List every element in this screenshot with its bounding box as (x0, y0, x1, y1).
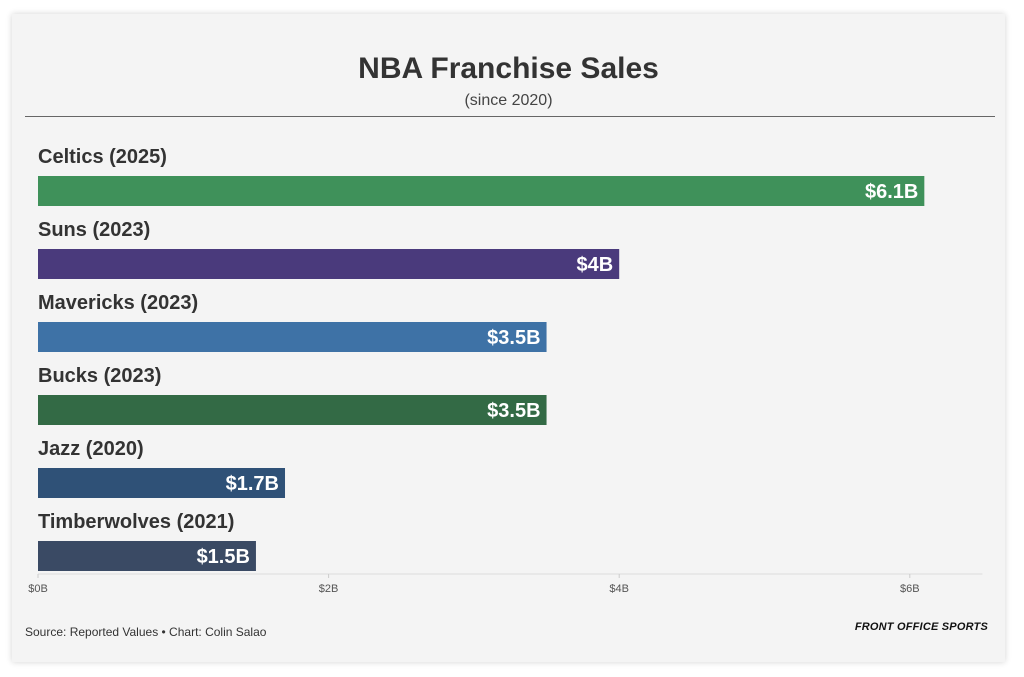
title-divider (25, 116, 995, 117)
bar-value-label: $4B (576, 254, 613, 276)
x-tick-label: $6B (900, 583, 920, 595)
bar (38, 176, 925, 206)
bar (38, 322, 547, 352)
bar (38, 468, 286, 498)
bar-value-label: $1.5B (197, 546, 250, 568)
chart-subtitle: (since 2020) (464, 92, 553, 109)
bar-value-label: $1.7B (226, 473, 279, 495)
x-tick-label: $0B (28, 583, 48, 595)
category-label: Mavericks (2023) (38, 292, 198, 314)
category-label: Suns (2023) (38, 219, 150, 241)
chart-card: NBA Franchise Sales (since 2020) Celtics… (12, 14, 1005, 662)
category-label: Celtics (2025) (38, 146, 167, 168)
category-label: Jazz (2020) (38, 438, 144, 460)
chart-title: NBA Franchise Sales (358, 52, 659, 85)
bar-value-label: $6.1B (865, 181, 918, 203)
x-tick-label: $4B (609, 583, 629, 595)
bar (38, 395, 547, 425)
brand-logo: FRONT OFFICE SPORTS (854, 621, 988, 633)
bar (38, 541, 256, 571)
x-tick-label: $2B (319, 583, 339, 595)
bar-chart: Celtics (2025) $6.1B Suns (2023) $4B Maveric… (28, 146, 983, 595)
bar-value-label: $3.5B (487, 400, 540, 422)
category-label: Bucks (2023) (38, 365, 161, 387)
category-label: Timberwolves (2021) (38, 511, 234, 533)
source-note: Source: Reported Values • Chart: Colin S… (25, 625, 267, 639)
bar (38, 249, 620, 279)
bar-value-label: $3.5B (487, 327, 540, 349)
